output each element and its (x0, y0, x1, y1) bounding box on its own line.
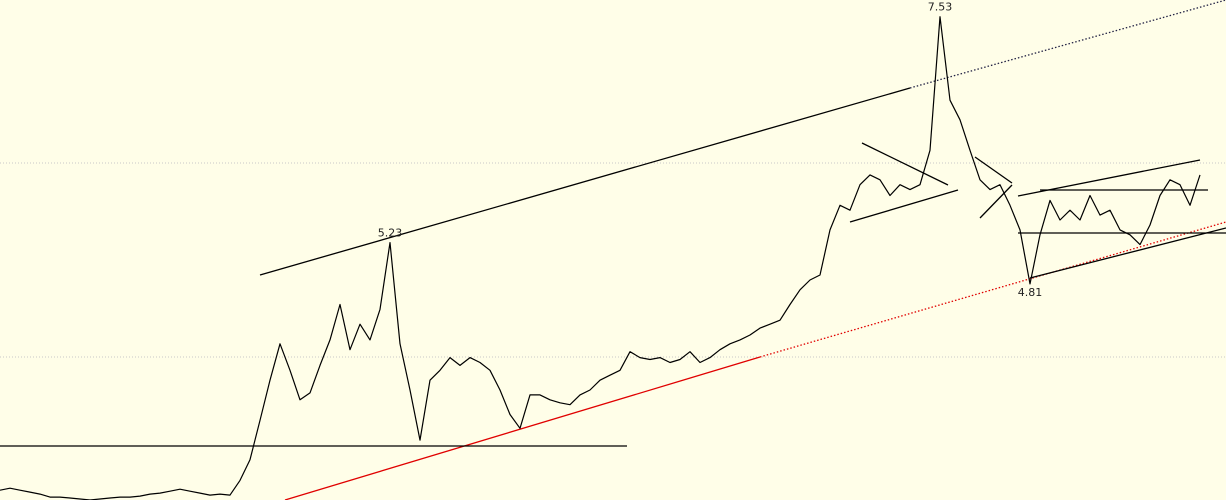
channel-lower (284, 356, 761, 500)
price-line (0, 16, 1201, 500)
flag-line (979, 184, 1013, 219)
price-annotation: 5.23 (378, 227, 403, 240)
price-annotation: 4.81 (1018, 286, 1043, 299)
wedge-line (1029, 227, 1226, 279)
grid (0, 162, 1226, 358)
wedge-line (1017, 159, 1201, 197)
channel-upper (259, 87, 911, 276)
triangle-line (861, 142, 949, 186)
flag-line (974, 156, 1013, 184)
triangle-line (849, 189, 959, 223)
price-annotation: 7.53 (928, 1, 953, 14)
channel-upper-extension (909, 0, 1226, 89)
channel-lower-extension (759, 221, 1226, 358)
